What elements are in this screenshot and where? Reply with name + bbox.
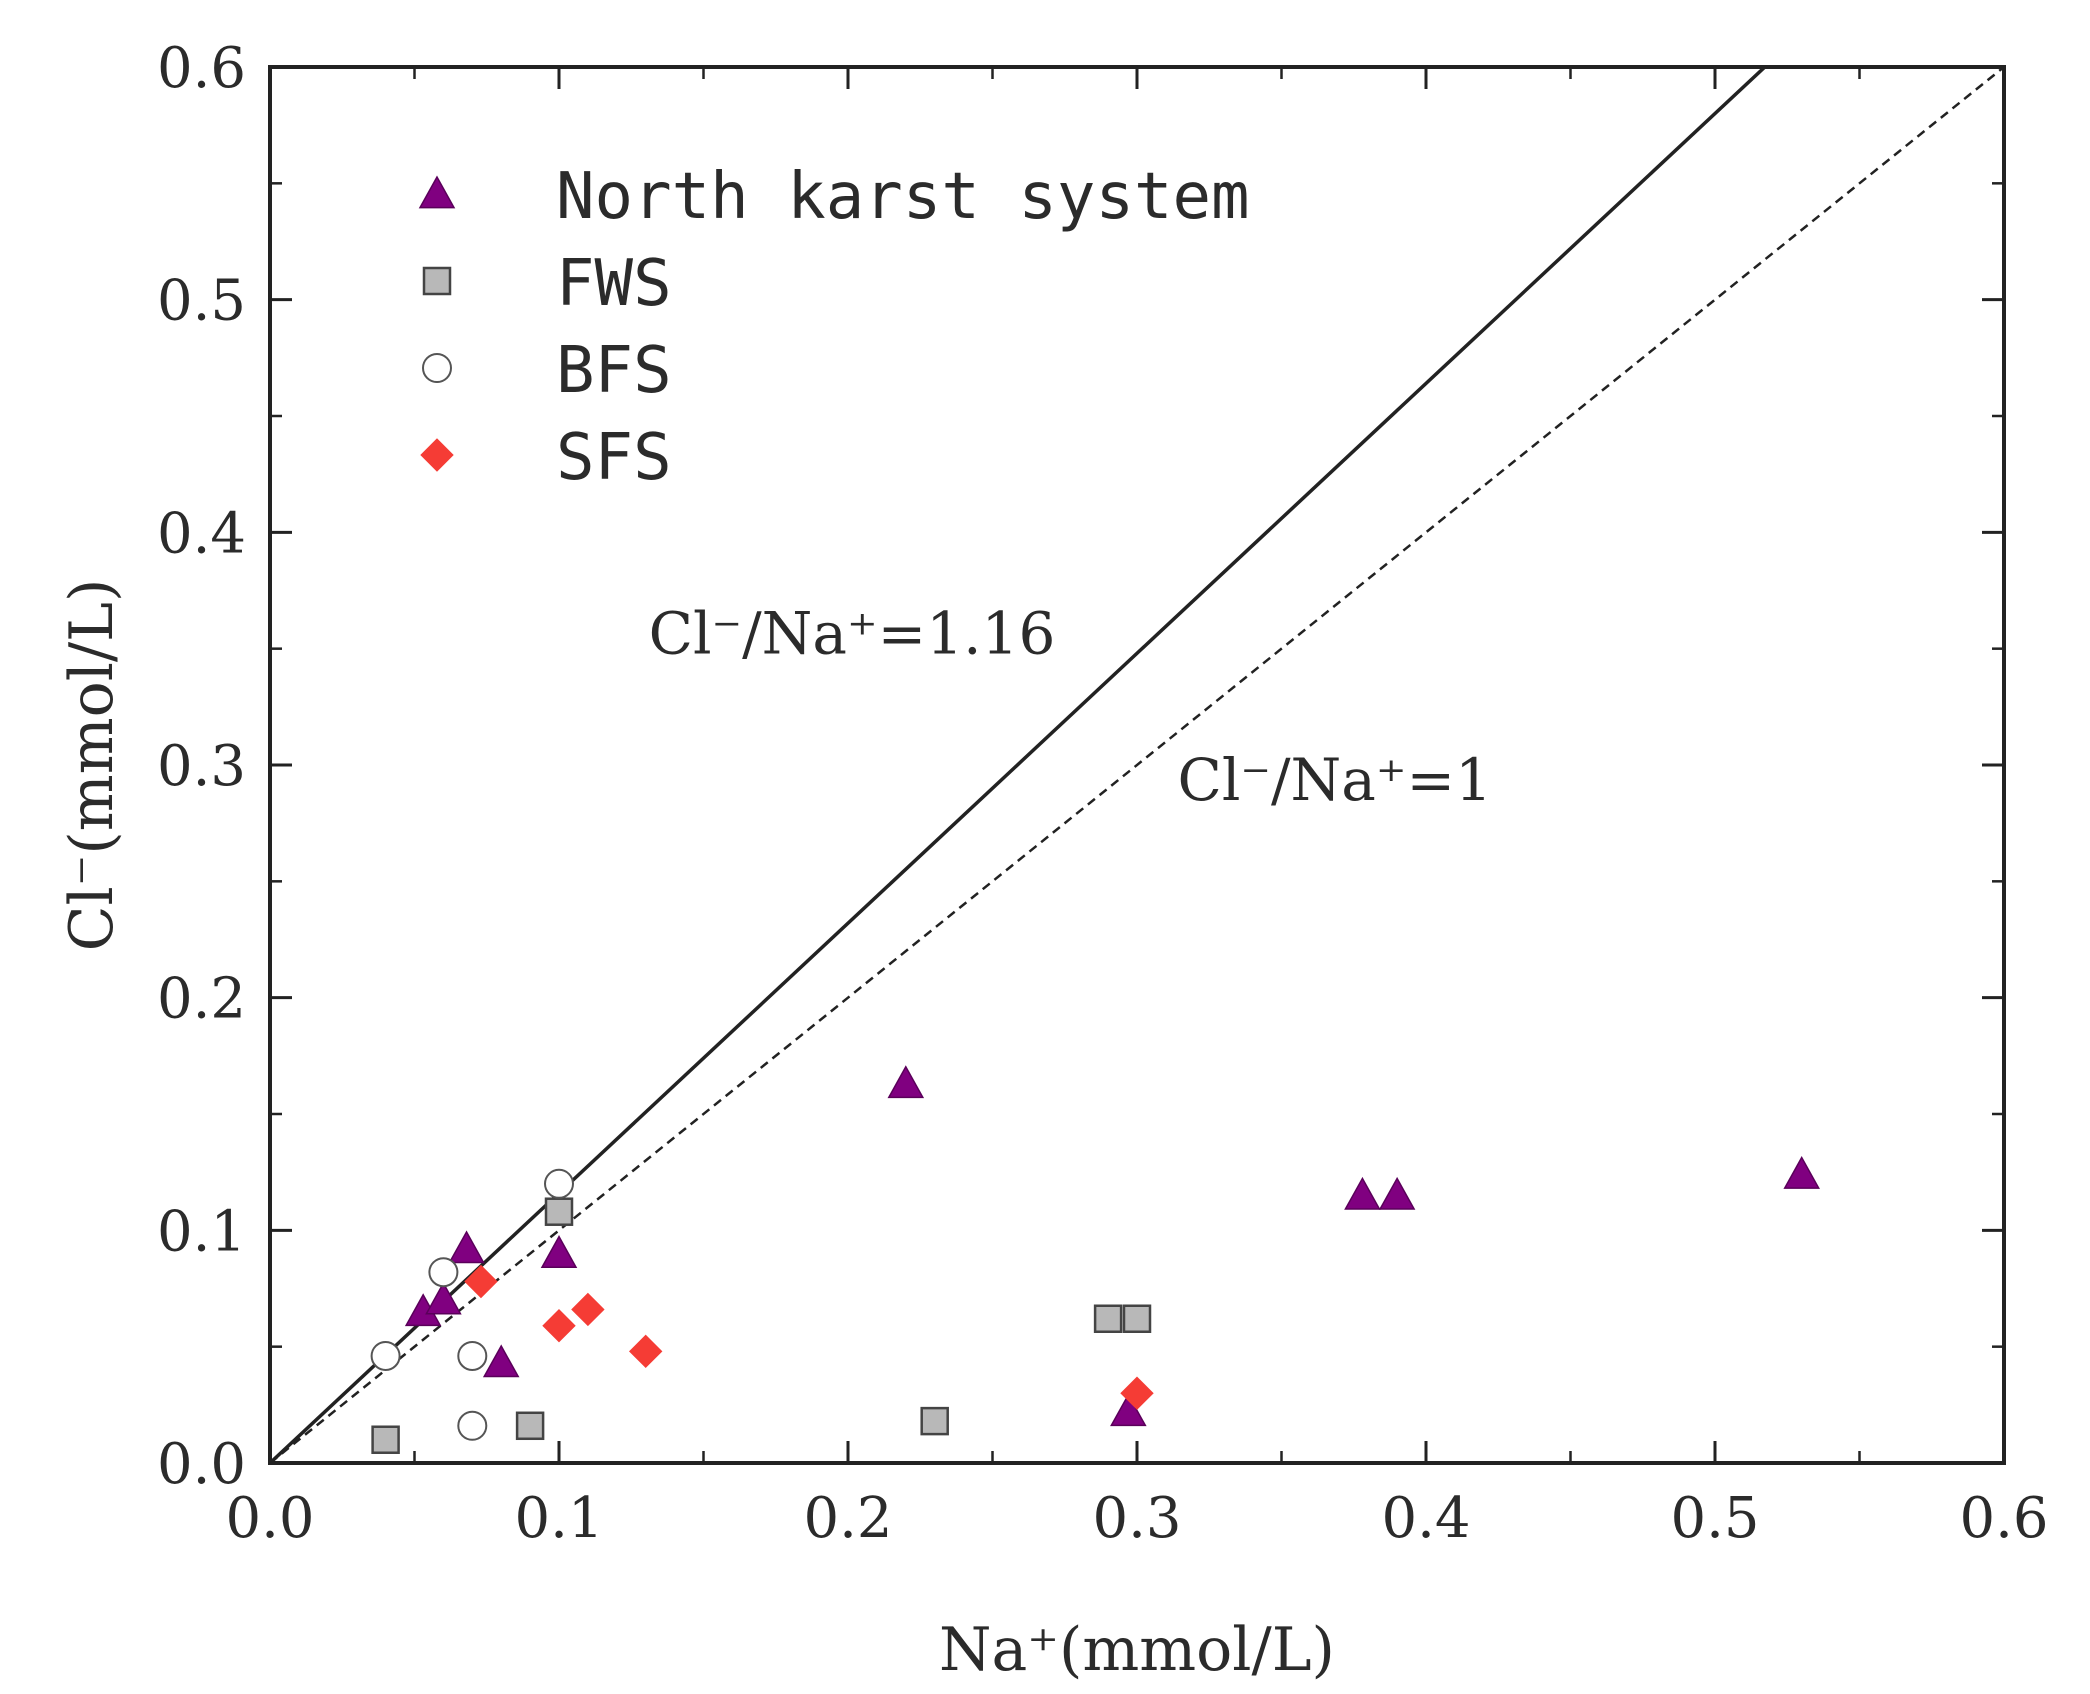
- data-point: [371, 1425, 400, 1454]
- data-point: [1093, 1304, 1123, 1333]
- x-tick-label: 0.2: [803, 1486, 892, 1551]
- x-tick-label: 0.0: [225, 1486, 314, 1551]
- data-point: [1122, 1304, 1152, 1333]
- data-point: [544, 1197, 574, 1226]
- series-north-karst-system: [404, 1065, 1820, 1427]
- data-point: [1344, 1176, 1381, 1210]
- y-axis-ticks: [270, 65, 2004, 1465]
- ratio-label-1: Cl⁻/Na⁺=1: [1177, 746, 1492, 814]
- data-point: [1120, 1376, 1154, 1410]
- y-tick-label: 0.6: [157, 36, 246, 101]
- y-axis-title: Cl⁻(mmol/L): [57, 579, 127, 952]
- x-axis-ticks: [268, 67, 2006, 1463]
- x-tick-label: 0.1: [514, 1486, 603, 1551]
- series-bfs: [370, 1168, 574, 1441]
- y-tick-label: 0.0: [157, 1432, 246, 1497]
- ratio-line-1: [270, 67, 2004, 1463]
- legend-label-fws: FWS: [556, 247, 672, 321]
- data-point: [428, 1257, 459, 1288]
- data-point: [540, 1235, 578, 1268]
- data-point: [628, 1334, 663, 1369]
- data-point: [457, 1410, 488, 1441]
- y-axis-tick-labels: 0.0 0.1 0.2 0.3 0.4 0.5 0.6: [157, 36, 246, 1497]
- x-axis-tick-labels: 0.0 0.1 0.2 0.3 0.4 0.5 0.6: [225, 1486, 2048, 1551]
- data-point: [571, 1292, 605, 1327]
- data-points: [370, 1065, 1820, 1454]
- x-tick-label: 0.6: [1959, 1486, 2048, 1551]
- legend-label-north-karst: North karst system: [556, 160, 1250, 234]
- y-tick-label: 0.1: [157, 1199, 246, 1264]
- data-point: [887, 1065, 925, 1099]
- x-axis-title: Na⁺(mmol/L): [939, 1615, 1335, 1685]
- legend-marker-square: [422, 266, 452, 296]
- data-point: [515, 1411, 545, 1441]
- data-point: [425, 1281, 462, 1315]
- data-point: [482, 1344, 520, 1378]
- legend-marker-triangle: [418, 175, 456, 209]
- data-point: [1110, 1393, 1147, 1427]
- series-fws: [371, 1197, 1152, 1454]
- data-point: [542, 1309, 576, 1343]
- y-tick-label: 0.3: [157, 734, 246, 799]
- ratio-label-1-16: Cl⁻/Na⁺=1.16: [649, 599, 1056, 667]
- x-tick-label: 0.4: [1381, 1486, 1470, 1551]
- y-tick-label: 0.4: [157, 501, 246, 566]
- y-tick-label: 0.2: [157, 967, 246, 1032]
- legend-label-sfs: SFS: [556, 421, 672, 495]
- data-point: [448, 1230, 485, 1264]
- legend-marker-diamond: [420, 438, 454, 472]
- data-point: [464, 1264, 498, 1299]
- series-sfs: [464, 1264, 1154, 1410]
- data-point: [1378, 1176, 1416, 1210]
- data-point: [920, 1406, 949, 1436]
- data-point: [544, 1168, 574, 1199]
- y-tick-label: 0.5: [157, 269, 246, 334]
- legend-marker-circle: [422, 353, 452, 383]
- data-point: [370, 1340, 401, 1371]
- legend: North karst system FWS BFS SFS: [418, 160, 1250, 495]
- x-tick-label: 0.3: [1092, 1486, 1181, 1551]
- data-point: [457, 1340, 488, 1371]
- x-tick-label: 0.5: [1670, 1486, 1759, 1551]
- data-point: [1783, 1155, 1820, 1189]
- legend-label-bfs: BFS: [556, 334, 672, 408]
